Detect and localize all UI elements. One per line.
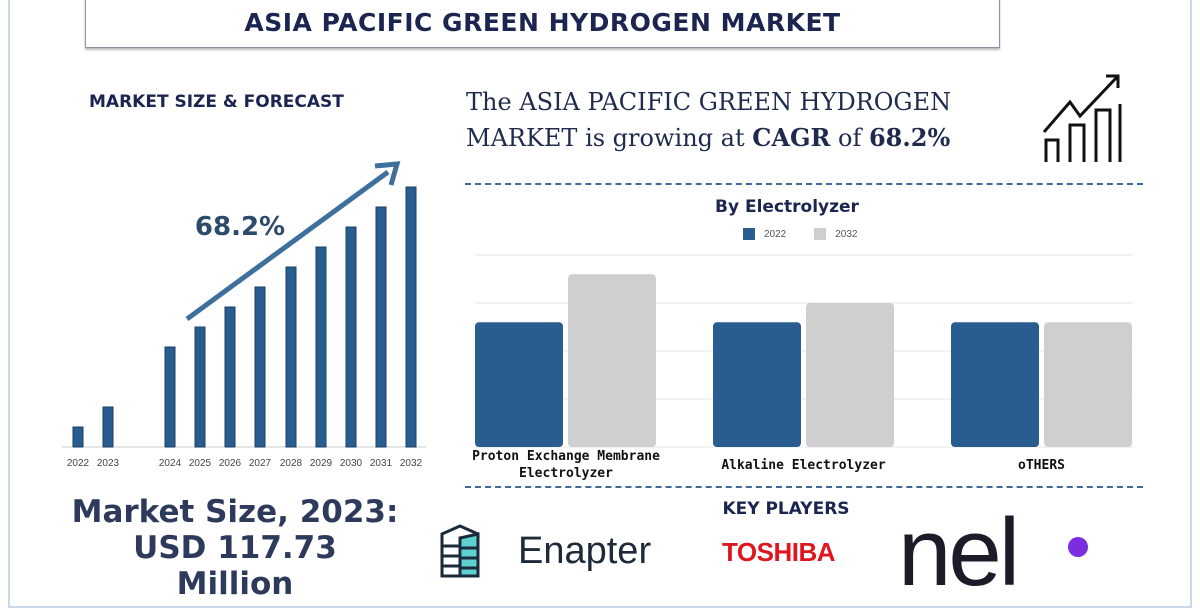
cagr-label: CAGR bbox=[752, 123, 831, 152]
electrolyzer-chart-title: By Electrolyzer bbox=[715, 197, 859, 217]
x-tick-label: 2030 bbox=[339, 458, 363, 469]
forecast-bar-2032 bbox=[405, 186, 417, 448]
x-tick-label: 2028 bbox=[279, 458, 303, 469]
page-title: ASIA PACIFIC GREEN HYDROGEN MARKET bbox=[244, 7, 841, 37]
forecast-bar-2031 bbox=[375, 206, 387, 448]
legend: 2022 2032 bbox=[743, 228, 858, 240]
market-size-label: Market Size, 2023: bbox=[71, 494, 399, 530]
divider-bottom bbox=[465, 486, 1143, 488]
legend-label-2032: 2032 bbox=[835, 228, 858, 240]
market-size-unit: Million bbox=[176, 566, 294, 602]
x-tick-label: 2026 bbox=[218, 458, 242, 469]
forecast-bar-2030 bbox=[345, 226, 357, 448]
bar-2032-1 bbox=[806, 303, 894, 447]
bar-2032-0 bbox=[568, 274, 656, 447]
forecast-bar-chart: 68.2% bbox=[62, 161, 426, 448]
forecast-bar-2029 bbox=[315, 246, 327, 448]
category-label: Proton Exchange Membrane Electrolyzer bbox=[472, 449, 660, 481]
market-size-value: USD 117.73 bbox=[133, 530, 337, 566]
x-tick-label: 2032 bbox=[399, 458, 423, 469]
x-tick-label: 2024 bbox=[158, 458, 182, 469]
bar-2022-2 bbox=[951, 322, 1039, 447]
divider-top bbox=[465, 183, 1143, 185]
forecast-bar-2025 bbox=[194, 326, 206, 448]
bar-2032-2 bbox=[1044, 322, 1132, 447]
forecast-heading: MARKET SIZE & FORECAST bbox=[89, 92, 344, 112]
bar-2022-0 bbox=[475, 322, 563, 447]
forecast-bar-2022 bbox=[72, 426, 84, 448]
legend-label-2022: 2022 bbox=[764, 228, 787, 240]
legend-swatch-2032 bbox=[814, 228, 827, 240]
x-tick-label: 2029 bbox=[309, 458, 333, 469]
cagr-annotation: 68.2% bbox=[195, 212, 285, 242]
electrolyzer-bar-chart bbox=[475, 254, 1133, 448]
forecast-bar-2028 bbox=[285, 266, 297, 448]
x-tick-label: 2031 bbox=[369, 458, 393, 469]
x-tick-label: 2025 bbox=[188, 458, 212, 469]
trend-arrow-head bbox=[374, 161, 401, 186]
nel-logo: nel bbox=[898, 499, 1020, 606]
forecast-bar-2023 bbox=[102, 406, 114, 448]
enapter-logo-icon bbox=[440, 524, 480, 578]
x-tick-label: 2022 bbox=[66, 458, 90, 469]
legend-swatch-2022 bbox=[743, 228, 755, 240]
market-size: Market Size, 2023: USD 117.73 Million bbox=[35, 494, 435, 602]
x-tick-label: 2027 bbox=[248, 458, 272, 469]
trend-arrow bbox=[185, 169, 390, 322]
headline: The ASIA PACIFIC GREEN HYDROGEN MARKET i… bbox=[466, 84, 1026, 156]
toshiba-logo: TOSHIBA bbox=[722, 537, 836, 567]
category-label: Alkaline Electrolyzer bbox=[721, 458, 886, 473]
key-players-heading: KEY PLAYERS bbox=[722, 499, 850, 519]
title-banner: ASIA PACIFIC GREEN HYDROGEN MARKET bbox=[85, 0, 1000, 48]
cagr-value: 68.2% bbox=[868, 123, 951, 152]
forecast-bar-2024 bbox=[164, 346, 176, 448]
growth-chart-icon bbox=[1042, 74, 1122, 162]
bar-2022-1 bbox=[713, 322, 801, 447]
x-tick-label: 2023 bbox=[96, 458, 120, 469]
headline-text: The ASIA PACIFIC GREEN HYDROGEN MARKET i… bbox=[466, 88, 952, 152]
forecast-bar-2026 bbox=[224, 306, 236, 448]
category-label: oTHERS bbox=[1018, 458, 1065, 473]
headline-of: of bbox=[830, 124, 869, 152]
forecast-bar-2027 bbox=[254, 286, 266, 448]
nel-logo-dot bbox=[1068, 537, 1088, 557]
enapter-logo: Enapter bbox=[518, 530, 652, 572]
